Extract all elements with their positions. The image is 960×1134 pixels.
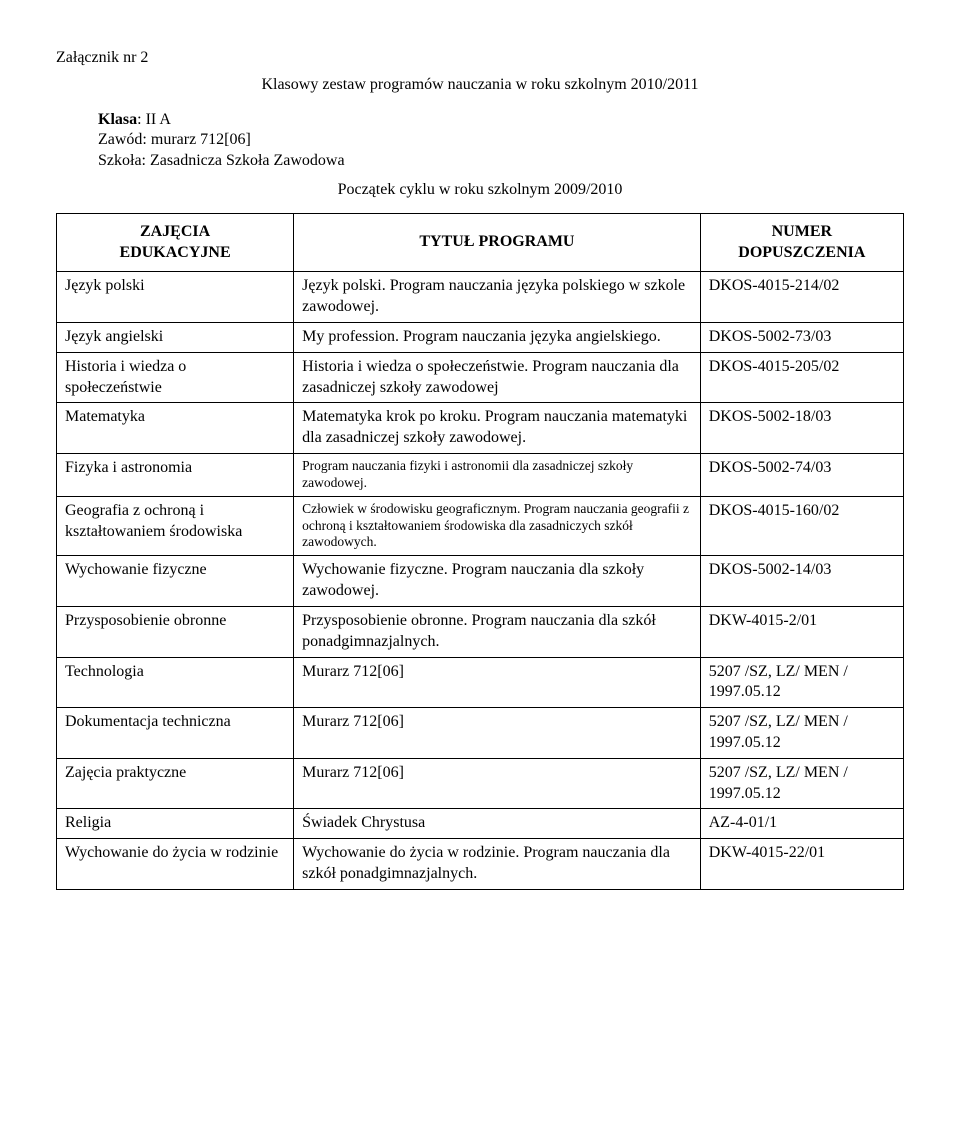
- cell-number: 5207 /SZ, LZ/ MEN / 1997.05.12: [700, 657, 903, 708]
- cell-number: AZ-4-01/1: [700, 809, 903, 839]
- cell-subject: Dokumentacja techniczna: [57, 708, 294, 759]
- table-row: Język polskiJęzyk polski. Program naucza…: [57, 272, 904, 323]
- profession-line: Zawód: murarz 712[06]: [98, 130, 904, 151]
- table-row: TechnologiaMurarz 712[06]5207 /SZ, LZ/ M…: [57, 657, 904, 708]
- cell-subject: Technologia: [57, 657, 294, 708]
- cell-subject: Fizyka i astronomia: [57, 453, 294, 496]
- cell-program: Historia i wiedza o społeczeństwie. Prog…: [294, 352, 701, 403]
- class-line: Klasa: II A: [98, 110, 904, 131]
- cell-program: Język polski. Program nauczania języka p…: [294, 272, 701, 323]
- cell-program: Murarz 712[06]: [294, 708, 701, 759]
- cell-program: Wychowanie fizyczne. Program nauczania d…: [294, 556, 701, 607]
- table-row: Przysposobienie obronnePrzysposobienie o…: [57, 606, 904, 657]
- cell-program: Program nauczania fizyki i astronomii dl…: [294, 453, 701, 496]
- cell-number: 5207 /SZ, LZ/ MEN / 1997.05.12: [700, 758, 903, 809]
- col-subject: ZAJĘCIA EDUKACYJNE: [57, 213, 294, 272]
- class-info-block: Klasa: II A Zawód: murarz 712[06] Szkoła…: [98, 110, 904, 172]
- cell-program: My profession. Program nauczania języka …: [294, 322, 701, 352]
- cell-number: DKOS-5002-73/03: [700, 322, 903, 352]
- table-row: Dokumentacja technicznaMurarz 712[06]520…: [57, 708, 904, 759]
- cell-number: DKOS-4015-205/02: [700, 352, 903, 403]
- table-header-row: ZAJĘCIA EDUKACYJNE TYTUŁ PROGRAMU NUMER …: [57, 213, 904, 272]
- attachment-label: Załącznik nr 2: [56, 48, 904, 69]
- table-row: Wychowanie do życia w rodzinieWychowanie…: [57, 839, 904, 890]
- table-row: Wychowanie fizyczneWychowanie fizyczne. …: [57, 556, 904, 607]
- cycle-start: Początek cyklu w roku szkolnym 2009/2010: [56, 180, 904, 201]
- cell-program: Świadek Chrystusa: [294, 809, 701, 839]
- table-row: Geografia z ochroną i kształtowaniem śro…: [57, 496, 904, 556]
- table-row: Zajęcia praktyczneMurarz 712[06]5207 /SZ…: [57, 758, 904, 809]
- cell-number: 5207 /SZ, LZ/ MEN / 1997.05.12: [700, 708, 903, 759]
- cell-subject: Historia i wiedza o społeczeństwie: [57, 352, 294, 403]
- cell-subject: Język polski: [57, 272, 294, 323]
- cell-program: Człowiek w środowisku geograficznym. Pro…: [294, 496, 701, 556]
- document-title: Klasowy zestaw programów nauczania w rok…: [56, 75, 904, 96]
- cell-program: Wychowanie do życia w rodzinie. Program …: [294, 839, 701, 890]
- programs-table: ZAJĘCIA EDUKACYJNE TYTUŁ PROGRAMU NUMER …: [56, 213, 904, 890]
- cell-subject: Geografia z ochroną i kształtowaniem śro…: [57, 496, 294, 556]
- cell-subject: Język angielski: [57, 322, 294, 352]
- cell-program: Murarz 712[06]: [294, 758, 701, 809]
- table-row: Historia i wiedza o społeczeństwieHistor…: [57, 352, 904, 403]
- cell-program: Murarz 712[06]: [294, 657, 701, 708]
- cell-program: Matematyka krok po kroku. Program naucza…: [294, 403, 701, 454]
- school-line: Szkoła: Zasadnicza Szkoła Zawodowa: [98, 151, 904, 172]
- col-program: TYTUŁ PROGRAMU: [294, 213, 701, 272]
- cell-subject: Zajęcia praktyczne: [57, 758, 294, 809]
- cell-number: DKOS-5002-74/03: [700, 453, 903, 496]
- cell-subject: Religia: [57, 809, 294, 839]
- table-row: ReligiaŚwiadek ChrystusaAZ-4-01/1: [57, 809, 904, 839]
- cell-number: DKOS-4015-160/02: [700, 496, 903, 556]
- col-subject-l2: EDUKACYJNE: [120, 244, 231, 261]
- cell-subject: Wychowanie do życia w rodzinie: [57, 839, 294, 890]
- cell-number: DKOS-5002-18/03: [700, 403, 903, 454]
- col-number: NUMER DOPUSZCZENIA: [700, 213, 903, 272]
- table-row: MatematykaMatematyka krok po kroku. Prog…: [57, 403, 904, 454]
- cell-number: DKOS-4015-214/02: [700, 272, 903, 323]
- cell-subject: Wychowanie fizyczne: [57, 556, 294, 607]
- col-number-l1: NUMER: [772, 223, 832, 240]
- cell-subject: Przysposobienie obronne: [57, 606, 294, 657]
- table-body: Język polskiJęzyk polski. Program naucza…: [57, 272, 904, 889]
- col-number-l2: DOPUSZCZENIA: [738, 244, 865, 261]
- cell-subject: Matematyka: [57, 403, 294, 454]
- class-prefix: Klasa: [98, 111, 137, 128]
- class-rest: : II A: [137, 111, 171, 128]
- table-row: Język angielskiMy profession. Program na…: [57, 322, 904, 352]
- table-row: Fizyka i astronomiaProgram nauczania fiz…: [57, 453, 904, 496]
- col-subject-l1: ZAJĘCIA: [140, 223, 210, 240]
- cell-number: DKW-4015-22/01: [700, 839, 903, 890]
- cell-number: DKOS-5002-14/03: [700, 556, 903, 607]
- cell-number: DKW-4015-2/01: [700, 606, 903, 657]
- cell-program: Przysposobienie obronne. Program nauczan…: [294, 606, 701, 657]
